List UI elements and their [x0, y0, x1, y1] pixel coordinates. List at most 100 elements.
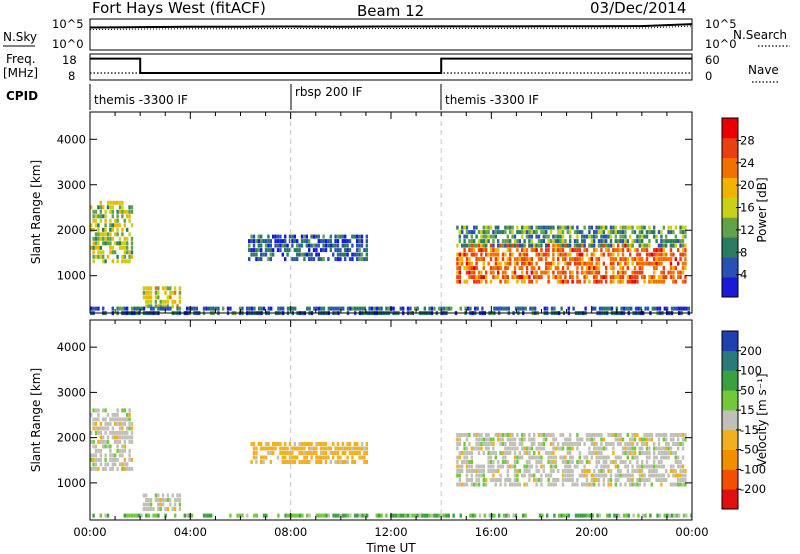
velocity-cell-0 — [128, 408, 131, 413]
power-cell-1 — [149, 286, 153, 291]
velocity-cell-0 — [126, 466, 129, 471]
velocity-cell-4 — [358, 513, 362, 518]
velocity-cell-1 — [169, 502, 172, 507]
velocity-cell-2 — [293, 460, 296, 464]
velocity-cell-3 — [631, 451, 634, 455]
velocity-cell-0 — [130, 466, 134, 471]
power-cell-0 — [116, 232, 119, 237]
velocity-cell-2 — [332, 451, 335, 455]
velocity-cell-4 — [690, 513, 693, 518]
velocity-cell-3 — [585, 437, 589, 442]
power-cell-4 — [561, 243, 565, 248]
velocity-cell-3 — [619, 433, 622, 437]
power-cell-4 — [480, 230, 483, 235]
power-cell-4 — [477, 230, 481, 235]
velocity-cell-2 — [360, 455, 364, 460]
power-cell-0 — [111, 200, 114, 205]
power-cell-4 — [636, 239, 639, 244]
power-cell-0 — [128, 254, 131, 259]
power-cell-3 — [595, 248, 598, 253]
velocity-cell-2 — [317, 455, 320, 460]
colorbar-frame — [721, 330, 739, 510]
power-cell-5 — [522, 306, 525, 311]
velocity-cell-3 — [650, 473, 653, 478]
power-cell-3 — [629, 275, 632, 280]
power-cell-3 — [612, 257, 615, 262]
power-cell-3 — [516, 243, 519, 248]
velocity-cell-3 — [473, 446, 476, 451]
colorbar-swatch — [722, 277, 738, 298]
power-cell-5 — [238, 306, 242, 311]
power-cell-5 — [267, 306, 270, 311]
power-cell-2 — [339, 257, 342, 262]
colorbar-swatch — [722, 370, 738, 391]
power-cell-3 — [638, 257, 641, 262]
velocity-cell-3 — [557, 442, 560, 446]
velocity-cell-2 — [320, 451, 323, 455]
nsky-panel-frame — [89, 18, 693, 51]
velocity-cell-4 — [322, 513, 326, 518]
power-cell-4 — [636, 234, 639, 239]
power-cell-3 — [655, 248, 658, 253]
velocity-cell-3 — [638, 446, 641, 451]
velocity-cell-3 — [528, 451, 531, 455]
power-cell-2 — [351, 252, 354, 257]
power-cell-4 — [578, 243, 581, 248]
power-cell-2 — [279, 243, 282, 248]
velocity-cell-3 — [535, 464, 538, 469]
velocity-cell-3 — [465, 451, 469, 455]
power-cell-5 — [603, 306, 606, 311]
power-cell-0 — [104, 214, 107, 219]
velocity-cell-0 — [128, 412, 131, 417]
power-cell-3 — [638, 261, 641, 266]
power-cell-3 — [684, 248, 687, 253]
power-cell-3 — [595, 275, 598, 280]
velocity-cell-3 — [600, 446, 603, 451]
power-cell-4 — [665, 243, 668, 248]
velocity-cell-0 — [97, 448, 100, 453]
power-cell-3 — [547, 275, 550, 280]
power-cell-3 — [621, 252, 625, 257]
power-cell-4 — [559, 234, 562, 239]
velocity-cell-4 — [418, 513, 422, 518]
power-cell-5 — [306, 306, 309, 311]
velocity-cell-3 — [504, 451, 507, 455]
velocity-cell-3 — [492, 442, 495, 446]
power-cell-5 — [622, 306, 626, 311]
power-cell-2 — [291, 239, 294, 244]
power-cell-4 — [657, 230, 661, 235]
velocity-cell-4 — [327, 513, 330, 518]
power-cell-2 — [315, 234, 318, 239]
velocity-cell-0 — [102, 466, 105, 471]
velocity-cell-4 — [99, 513, 102, 518]
power-cell-5 — [152, 306, 155, 311]
power-cell-4 — [537, 243, 541, 248]
velocity-cell-0 — [99, 448, 102, 453]
velocity-cell-2 — [284, 442, 287, 446]
velocity-cell-3 — [552, 451, 555, 455]
power-cell-4 — [619, 239, 622, 244]
power-cell-3 — [523, 248, 526, 253]
velocity-cell-0 — [128, 417, 131, 422]
velocity-cell-3 — [535, 482, 538, 487]
velocity-cell-3 — [552, 433, 555, 437]
power-cell-2 — [291, 234, 294, 239]
velocity-cell-3 — [521, 455, 524, 460]
power-cell-5 — [327, 306, 330, 311]
velocity-cell-2 — [363, 451, 366, 455]
power-cell-4 — [528, 225, 531, 230]
velocity-cell-3 — [535, 469, 538, 473]
velocity-cell-4 — [483, 513, 486, 518]
velocity-cell-4 — [135, 513, 138, 518]
power-cell-3 — [465, 266, 469, 271]
power-cell-4 — [497, 225, 500, 230]
power-cell-3 — [569, 257, 572, 262]
velocity-cell-3 — [540, 455, 543, 460]
velocity-cell-0 — [116, 466, 119, 471]
power-cell-3 — [633, 279, 637, 284]
velocity-cell-0 — [130, 435, 134, 440]
power-cell-4 — [569, 230, 572, 235]
power-cell-3 — [482, 261, 485, 266]
velocity-cell-3 — [662, 437, 665, 442]
power-cell-5 — [176, 306, 179, 311]
